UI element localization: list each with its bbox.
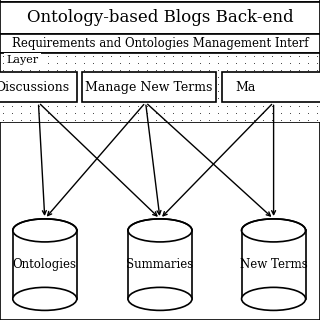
Bar xyxy=(82,72,216,102)
Bar xyxy=(222,72,320,102)
Ellipse shape xyxy=(128,287,192,310)
Text: Summaries: Summaries xyxy=(126,258,194,271)
Ellipse shape xyxy=(242,287,306,310)
Bar xyxy=(13,230,77,299)
Ellipse shape xyxy=(13,287,77,310)
Text: New Terms: New Terms xyxy=(240,258,308,271)
Bar xyxy=(242,230,306,299)
Ellipse shape xyxy=(13,219,77,242)
Text: Layer: Layer xyxy=(6,55,38,65)
Text: Ma: Ma xyxy=(235,81,256,94)
Bar xyxy=(0,102,320,122)
Bar xyxy=(128,230,192,299)
Bar xyxy=(0,2,320,34)
Bar xyxy=(0,53,320,122)
Text: Manage New Terms: Manage New Terms xyxy=(85,81,212,94)
Text: Ontology-based Blogs Back-end: Ontology-based Blogs Back-end xyxy=(27,9,293,26)
Bar xyxy=(0,72,77,102)
Text: Ontologies: Ontologies xyxy=(13,258,77,271)
Ellipse shape xyxy=(128,219,192,242)
Text: Requirements and Ontologies Management Interf: Requirements and Ontologies Management I… xyxy=(12,37,308,50)
Ellipse shape xyxy=(242,219,306,242)
Text: Discussions: Discussions xyxy=(0,81,69,94)
Bar xyxy=(0,34,320,53)
